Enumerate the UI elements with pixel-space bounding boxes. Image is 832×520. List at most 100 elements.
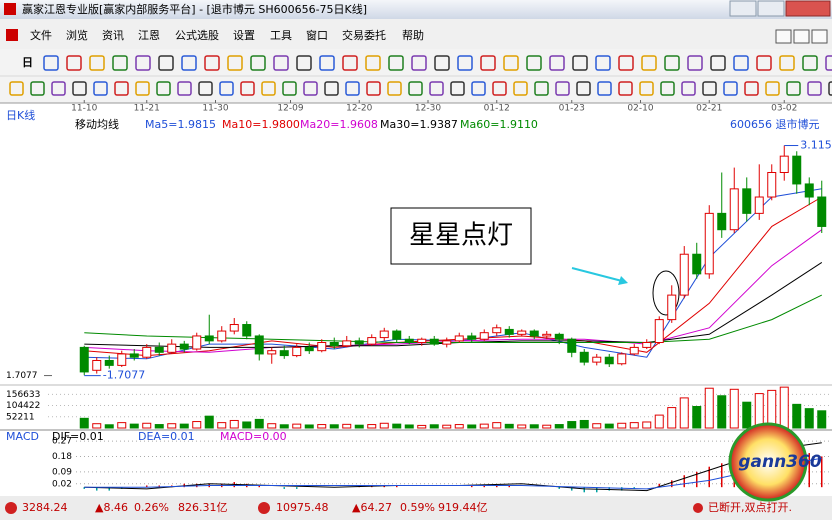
tool-icon[interactable]: [549, 55, 565, 71]
tool-icon[interactable]: [492, 81, 507, 96]
tool-icon[interactable]: [756, 55, 772, 71]
tool-icon[interactable]: [576, 81, 591, 96]
tool-icon[interactable]: [388, 55, 404, 71]
mdi-button[interactable]: [793, 29, 810, 44]
tool-icon[interactable]: [30, 81, 45, 96]
menu-item[interactable]: 工具: [270, 29, 292, 42]
tool-icon[interactable]: [434, 55, 450, 71]
tool-icon[interactable]: [411, 55, 427, 71]
tool-icon[interactable]: [240, 81, 255, 96]
candle-body: [604, 356, 614, 365]
window-buttons[interactable]: [729, 0, 831, 17]
tool-icon[interactable]: [429, 81, 444, 96]
tool-icon[interactable]: [723, 81, 738, 96]
tool-icon[interactable]: [702, 81, 717, 96]
tool-icon[interactable]: [534, 81, 549, 96]
tool-icon[interactable]: [89, 55, 105, 71]
tool-icon[interactable]: [261, 81, 276, 96]
tool-icon[interactable]: [324, 81, 339, 96]
tool-icon[interactable]: [282, 81, 297, 96]
menu-item[interactable]: 文件: [30, 28, 52, 42]
tool-icon[interactable]: [710, 55, 726, 71]
tool-icon[interactable]: [618, 81, 633, 96]
tool-icon[interactable]: [733, 55, 749, 71]
tool-icon[interactable]: [158, 55, 174, 71]
tool-icon[interactable]: [273, 55, 289, 71]
tool-icon[interactable]: [555, 81, 570, 96]
tool-icon[interactable]: [664, 55, 680, 71]
mdi-button[interactable]: [775, 29, 792, 44]
tool-icon[interactable]: [296, 55, 312, 71]
tool-icon[interactable]: [597, 81, 612, 96]
tool-icon[interactable]: [342, 55, 358, 71]
tool-icon[interactable]: [786, 81, 801, 96]
candle-body: [754, 196, 764, 214]
tool-icon[interactable]: [366, 81, 381, 96]
menu-item[interactable]: 江恩: [138, 29, 160, 42]
tool-icon[interactable]: [639, 81, 654, 96]
tool-icon[interactable]: [408, 81, 423, 96]
tool-icon[interactable]: [618, 55, 634, 71]
tool-icon[interactable]: [681, 81, 696, 96]
volume-bar: [154, 424, 164, 429]
tool-icon[interactable]: [503, 55, 519, 71]
tool-icon[interactable]: [387, 81, 402, 96]
tool-icon[interactable]: [471, 81, 486, 96]
tool-icon[interactable]: [765, 81, 780, 96]
tool-icon[interactable]: [66, 55, 82, 71]
maximize-button[interactable]: [757, 0, 785, 17]
tool-icon[interactable]: [181, 55, 197, 71]
mdi-button[interactable]: [811, 29, 828, 44]
tool-icon[interactable]: [641, 55, 657, 71]
menu-item[interactable]: 设置: [233, 29, 255, 42]
tool-icon[interactable]: [227, 55, 243, 71]
tool-icon[interactable]: [744, 81, 759, 96]
tool-icon[interactable]: [303, 81, 318, 96]
tool-icon[interactable]: [112, 55, 128, 71]
menu-item[interactable]: 资讯: [102, 29, 124, 42]
tool-icon[interactable]: [779, 55, 795, 71]
volume-bar: [229, 419, 239, 429]
tool-icon[interactable]: [687, 55, 703, 71]
tool-icon[interactable]: [198, 81, 213, 96]
tool-icon[interactable]: [9, 81, 24, 96]
period-button[interactable]: 日: [22, 56, 33, 69]
tool-icon[interactable]: [595, 55, 611, 71]
tool-icon[interactable]: [480, 55, 496, 71]
tool-icon[interactable]: [526, 55, 542, 71]
tool-icon[interactable]: [204, 55, 220, 71]
tool-icon[interactable]: [457, 55, 473, 71]
tool-icon[interactable]: [250, 55, 266, 71]
connection-status[interactable]: 已断开,双点打开.: [708, 500, 792, 514]
tool-icon[interactable]: [72, 81, 87, 96]
tool-icon[interactable]: [93, 81, 108, 96]
tool-icon[interactable]: [660, 81, 675, 96]
tool-icon[interactable]: [345, 81, 360, 96]
menu-item[interactable]: 帮助: [402, 28, 424, 42]
tool-icon[interactable]: [450, 81, 465, 96]
tool-icon[interactable]: [572, 55, 588, 71]
tool-icon[interactable]: [156, 81, 171, 96]
volume-bar: [654, 414, 664, 429]
tool-icon[interactable]: [114, 81, 129, 96]
tool-icon[interactable]: [319, 55, 335, 71]
tool-icon[interactable]: [828, 81, 832, 96]
close-button[interactable]: [785, 0, 831, 17]
tool-icon[interactable]: [802, 55, 818, 71]
tool-icon[interactable]: [825, 55, 832, 71]
menu-item[interactable]: 交易委托: [342, 28, 386, 42]
tool-icon[interactable]: [43, 55, 59, 71]
minimize-button[interactable]: [729, 0, 757, 17]
tool-icon[interactable]: [51, 81, 66, 96]
menu-item[interactable]: 窗口: [306, 28, 328, 42]
tool-icon[interactable]: [219, 81, 234, 96]
tool-icon[interactable]: [135, 81, 150, 96]
tool-icon[interactable]: [807, 81, 822, 96]
tool-icon[interactable]: [513, 81, 528, 96]
menu-item[interactable]: 公式选股: [175, 29, 219, 42]
tool-icon[interactable]: [177, 81, 192, 96]
menu-item[interactable]: 浏览: [66, 28, 88, 42]
volume-bar: [192, 421, 202, 429]
tool-icon[interactable]: [135, 55, 151, 71]
tool-icon[interactable]: [365, 55, 381, 71]
